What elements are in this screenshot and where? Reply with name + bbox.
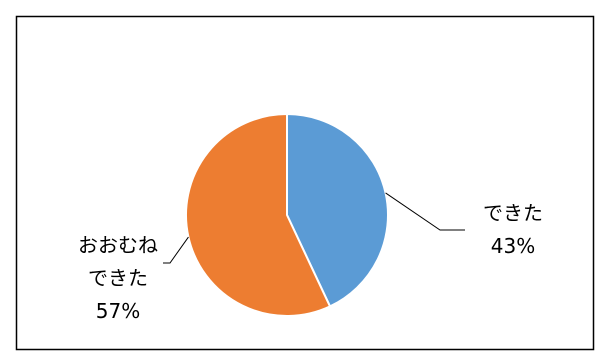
leader-lines: [163, 192, 465, 264]
leader-line-0: [385, 192, 465, 231]
pie-slice-0: [286, 112, 389, 308]
slice-label-1-line-0: おおむね: [78, 233, 158, 257]
slice-label-1-line-1: できた: [88, 266, 148, 290]
pie-slice-1: [185, 112, 332, 317]
slice-label-1-line-2: 57%: [96, 299, 140, 323]
leader-line-1: [163, 236, 189, 264]
pie-slices: [185, 112, 389, 317]
slice-label-0-line-1: 43%: [491, 234, 535, 258]
slice-label-0-line-0: できた: [483, 201, 543, 225]
